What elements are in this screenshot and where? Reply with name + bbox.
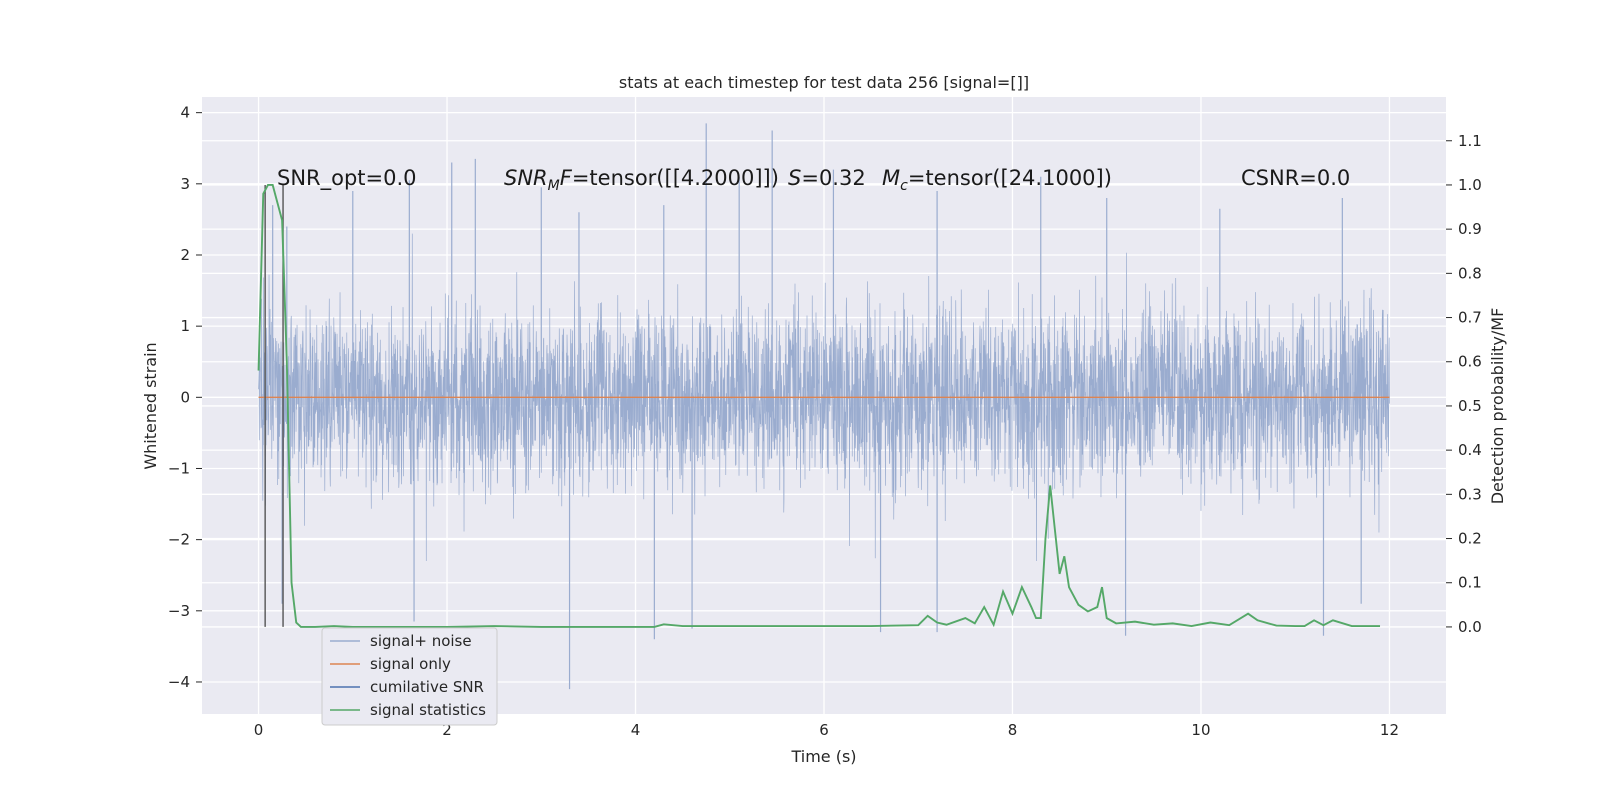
y2-tick-label: 0.3 [1458, 485, 1482, 503]
y2-tick-label: 0.1 [1458, 574, 1482, 592]
y2-tick-label: 0.2 [1458, 530, 1482, 548]
y-tick-label: 4 [180, 104, 190, 122]
y2-tick-label: 1.0 [1458, 176, 1482, 194]
x-tick-label: 0 [254, 721, 264, 739]
mc-value: =tensor([24.1000]) [908, 166, 1112, 190]
x-tick-label: 2 [442, 721, 452, 739]
y2-tick-label: 0.9 [1458, 220, 1482, 238]
mc-subscript: c [900, 178, 908, 194]
signal-statistics-line [257, 184, 1381, 628]
y2-tick-label: 0.0 [1458, 618, 1482, 636]
signal-noise-line [258, 233, 1390, 562]
y2-tick-label: 0.6 [1458, 353, 1482, 371]
annotation-csnr: CSNR=0.0 [1241, 166, 1350, 190]
snr-mf-value: =tensor([[4.2000]]) [572, 166, 779, 190]
y2-tick-label: 0.5 [1458, 397, 1482, 415]
tick-labels: 0 2 4 6 8 10 12−4−3−2−1012340.00.10.20.30.40.5… [168, 104, 1482, 739]
x-tick-label: 12 [1380, 721, 1399, 739]
y-tick-label: 1 [180, 317, 190, 335]
s-value: =0.32 [801, 166, 865, 190]
x-tick-label: 4 [631, 721, 641, 739]
y2-tick-label: 1.1 [1458, 132, 1482, 150]
mc-symbol: M [882, 166, 900, 190]
snr-mf-suffix: F [560, 166, 573, 190]
x-axis-label: Time (s) [790, 747, 856, 766]
y-tick-label: 2 [180, 246, 190, 264]
y-tick-label: 0 [180, 388, 190, 406]
y2-tick-label: 0.4 [1458, 441, 1482, 459]
y2-axis-label: Detection probability/MF [1488, 308, 1507, 505]
signal-noise-series [258, 123, 1390, 690]
y-tick-label: −2 [168, 531, 190, 549]
x-tick-label: 8 [1008, 721, 1018, 739]
legend-label-signal-only: signal only [370, 655, 451, 673]
y2-tick-label: 0.8 [1458, 264, 1482, 282]
annotation-s: S=0.32 [788, 166, 866, 190]
y-tick-label: −3 [168, 602, 190, 620]
chart-title: stats at each timestep for test data 256… [619, 73, 1029, 92]
y-tick-label: −4 [168, 673, 190, 691]
y-tick-label: 3 [180, 175, 190, 193]
x-tick-label: 6 [819, 721, 829, 739]
snr-mf-subscript: M [548, 178, 560, 194]
legend: signal+ noise signal only cumilative SNR… [321, 627, 498, 726]
legend-box [321, 627, 498, 726]
annotation-snr-mf: SNRMF=tensor([[4.2000]]) [504, 166, 779, 194]
y-axis-label: Whitened strain [141, 342, 160, 469]
annotation-mc: Mc=tensor([24.1000]) [882, 166, 1112, 194]
x-tick-label: 10 [1191, 721, 1210, 739]
y-tick-label: −1 [168, 459, 190, 477]
legend-label-cumulative-snr: cumilative SNR [370, 678, 484, 696]
y2-tick-label: 0.7 [1458, 309, 1482, 327]
legend-label-signal-noise: signal+ noise [370, 632, 472, 650]
signal-statistics-series [257, 184, 1381, 628]
snr-mf-symbol: SNR [504, 166, 548, 190]
annotation-snr-opt: SNR_opt=0.0 [277, 166, 417, 191]
s-symbol: S [788, 166, 801, 190]
legend-label-signal-statistics: signal statistics [370, 701, 486, 719]
